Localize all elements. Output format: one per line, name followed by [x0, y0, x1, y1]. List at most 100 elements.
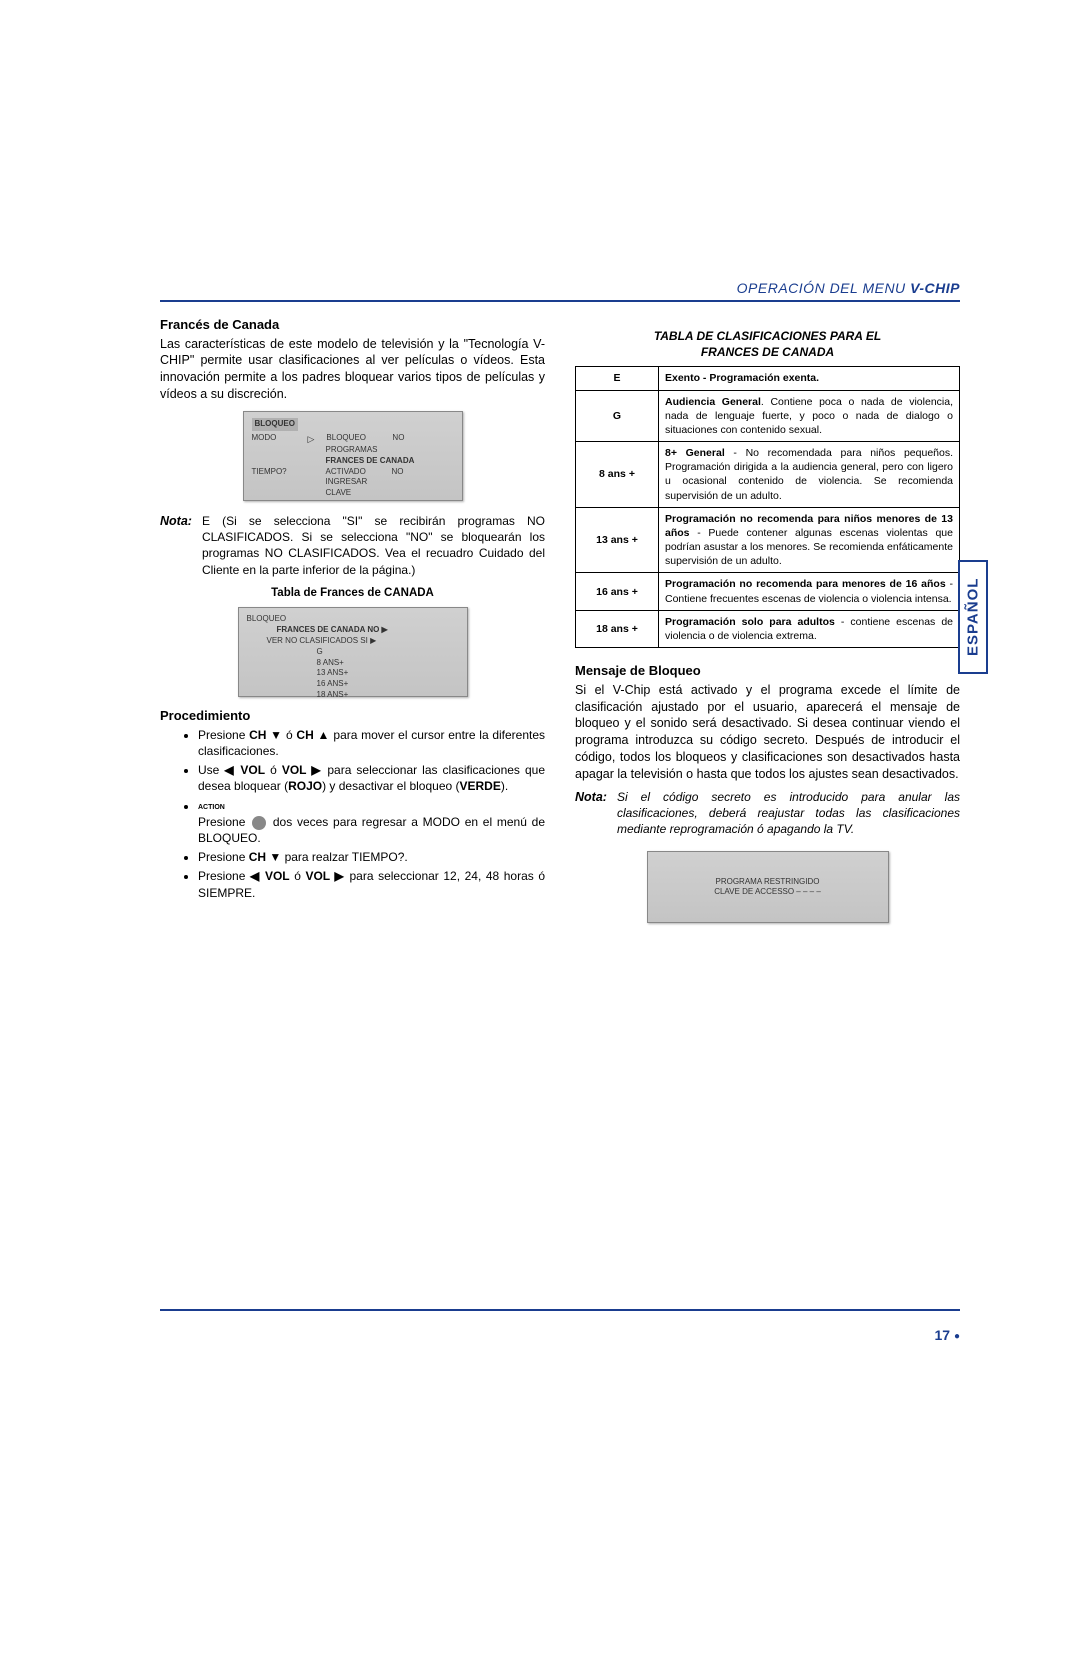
- page: OPERACIÓN DEL MENU V-CHIP Francés de Can…: [0, 0, 1080, 1669]
- nota-1: Nota: E (Si se selecciona "SI" se recibi…: [160, 513, 545, 578]
- page-num-value: 17: [934, 1327, 950, 1343]
- t: ◀ VOL: [250, 869, 290, 883]
- page-header: OPERACIÓN DEL MENU V-CHIP: [160, 280, 960, 296]
- t: CH ▼: [249, 728, 282, 742]
- list-item: ACTION Presione dos veces para regresar …: [198, 798, 545, 847]
- t: Presione: [198, 850, 249, 864]
- table-caption: TABLA DE CLASIFICACIONES PARA EL FRANCES…: [575, 328, 960, 360]
- header-left: OPERACIÓN DEL MENU: [737, 280, 906, 296]
- header-rule: [160, 300, 960, 302]
- t: ó: [265, 763, 282, 777]
- shot1-cell: ACTIVADO: [326, 467, 386, 478]
- rating-desc: 8+ General - No recomendada para niños p…: [659, 442, 960, 508]
- t: para realzar TIEMPO?.: [281, 850, 408, 864]
- t: TABLA DE CLASIFICACIONES PARA EL: [654, 329, 881, 343]
- shot2-title: BLOQUEO: [247, 614, 287, 623]
- nota-text: E (Si se selecciona "SI" se recibirán pr…: [202, 513, 545, 578]
- nota-label: Nota:: [160, 513, 192, 578]
- shot1-cell: TIEMPO?: [252, 467, 302, 478]
- shot1-title: BLOQUEO: [252, 418, 298, 431]
- lockshot-line: PROGRAMA RESTRINGIDO: [715, 877, 819, 888]
- rating-code: 16 ans +: [576, 573, 659, 610]
- language-tab: ESPAÑOL: [958, 560, 988, 674]
- shot2-cell: 13 ANS+: [317, 668, 459, 679]
- t: ) y desactivar el bloqueo (: [322, 779, 459, 793]
- heading-frances: Francés de Canada: [160, 316, 545, 334]
- heading-procedimiento: Procedimiento: [160, 707, 545, 725]
- shot1-cell: FRANCES DE CANADA: [326, 456, 454, 467]
- shot2-cell: 16 ANS+: [317, 679, 459, 690]
- t: VERDE: [460, 779, 501, 793]
- lock-screenshot: PROGRAMA RESTRINGIDO CLAVE DE ACCESSO – …: [647, 851, 889, 923]
- rating-desc: Exento - Programación exenta.: [659, 367, 960, 390]
- shot2-cell: G: [317, 647, 459, 658]
- ratings-table: EExento - Programación exenta.GAudiencia…: [575, 366, 960, 648]
- t: CH ▼: [249, 850, 282, 864]
- t: Presione: [198, 728, 249, 742]
- mensaje-text: Si el V-Chip está activado y el programa…: [575, 682, 960, 783]
- rating-code: 13 ans +: [576, 507, 659, 573]
- shot1-cell: CLAVE: [326, 488, 454, 499]
- rating-desc: Programación no recomenda para niños men…: [659, 507, 960, 573]
- t: Presione: [198, 869, 250, 883]
- t: FRANCES DE CANADA: [701, 345, 834, 359]
- action-icon: [252, 816, 266, 830]
- rating-code: E: [576, 367, 659, 390]
- heading-mensaje: Mensaje de Bloqueo: [575, 662, 960, 680]
- shot2-cell: FRANCES DE CANADA NO ▶: [277, 625, 459, 636]
- shot1-cell: NO: [392, 467, 404, 478]
- t: ROJO: [288, 779, 322, 793]
- nota-text: Si el código secreto es introducido para…: [617, 789, 960, 838]
- caption-tabla: Tabla de Frances de CANADA: [160, 586, 545, 602]
- table-row: GAudiencia General. Contiene poca o nada…: [576, 390, 960, 442]
- t: ó: [290, 869, 306, 883]
- nota-2: Nota: Si el código secreto es introducid…: [575, 789, 960, 838]
- action-label: ACTION: [198, 803, 225, 812]
- table-row: 18 ans +Programación solo para adultos -…: [576, 610, 960, 647]
- bloqueo-screenshot-2: BLOQUEO FRANCES DE CANADA NO ▶ VER NO CL…: [238, 607, 468, 697]
- columns: Francés de Canada Las características de…: [160, 312, 960, 923]
- table-row: EExento - Programación exenta.: [576, 367, 960, 390]
- rating-desc: Audiencia General. Contiene poca o nada …: [659, 390, 960, 442]
- shot1-cell: PROGRAMAS: [326, 445, 454, 456]
- t: Use: [198, 763, 224, 777]
- nota-label: Nota:: [575, 789, 607, 838]
- intro-text: Las características de este modelo de te…: [160, 336, 545, 404]
- t: CH ▲: [296, 728, 329, 742]
- list-item: Presione CH ▼ ó CH ▲ para mover el curso…: [198, 727, 545, 759]
- t: ).: [501, 779, 508, 793]
- page-number: 17 ●: [934, 1327, 960, 1343]
- shot1-cell: NO: [392, 433, 404, 445]
- rating-code: G: [576, 390, 659, 442]
- shot2-cell: 18 ANS+: [317, 690, 459, 701]
- t: Presione: [198, 815, 250, 829]
- shot2-cell: VER NO CLASIFICADOS SI ▶: [267, 636, 459, 647]
- lockshot-line: CLAVE DE ACCESSO – – – –: [714, 887, 821, 898]
- shot1-cell: INGRESAR: [326, 477, 454, 488]
- t: ◀ VOL: [224, 763, 265, 777]
- shot2-cell: 8 ANS+: [317, 658, 459, 669]
- shot1-cell: MODO: [252, 433, 302, 445]
- list-item: Use ◀ VOL ó VOL ▶ para seleccionar las c…: [198, 762, 545, 794]
- rating-code: 8 ans +: [576, 442, 659, 508]
- shot1-cell: BLOQUEO: [326, 433, 386, 445]
- table-row: 16 ans +Programación no recomenda para m…: [576, 573, 960, 610]
- list-item: Presione CH ▼ para realzar TIEMPO?.: [198, 849, 545, 865]
- t: VOL ▶: [305, 869, 344, 883]
- header-right: V-CHIP: [910, 280, 960, 296]
- t: ó: [282, 728, 296, 742]
- table-row: 8 ans +8+ General - No recomendada para …: [576, 442, 960, 508]
- dot-icon: ●: [954, 1331, 960, 1342]
- list-item: Presione ◀ VOL ó VOL ▶ para seleccionar …: [198, 868, 545, 900]
- rating-desc: Programación solo para adultos - contien…: [659, 610, 960, 647]
- rating-code: 18 ans +: [576, 610, 659, 647]
- t: VOL ▶: [282, 763, 322, 777]
- bloqueo-screenshot-1: BLOQUEO MODO ▷ BLOQUEO NO PROGRAMAS FRANCES…: [243, 411, 463, 501]
- footer-rule: [160, 1309, 960, 1311]
- rating-desc: Programación no recomenda para menores d…: [659, 573, 960, 610]
- right-column: TABLA DE CLASIFICACIONES PARA EL FRANCES…: [575, 312, 960, 923]
- triangle-icon: ▷: [308, 433, 315, 445]
- procedure-list: Presione CH ▼ ó CH ▲ para mover el curso…: [160, 727, 545, 901]
- table-row: 13 ans +Programación no recomenda para n…: [576, 507, 960, 573]
- left-column: Francés de Canada Las características de…: [160, 312, 545, 923]
